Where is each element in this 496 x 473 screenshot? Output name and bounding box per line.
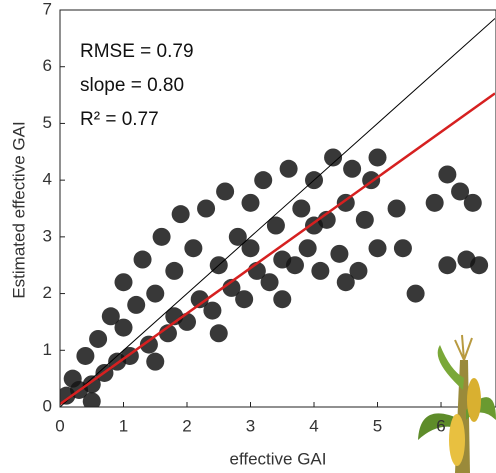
- point: [279, 159, 298, 178]
- point: [184, 239, 203, 258]
- y-tick-label: 5: [43, 113, 52, 132]
- x-tick-label: 1: [119, 416, 128, 435]
- point: [260, 273, 279, 292]
- x-tick-label: 6: [436, 416, 445, 435]
- point: [216, 182, 235, 201]
- x-tick-label: 5: [373, 416, 382, 435]
- y-tick-label: 7: [43, 0, 52, 18]
- point: [101, 307, 120, 326]
- point: [336, 193, 355, 212]
- y-tick-label: 6: [43, 56, 52, 75]
- plot-area: [60, 18, 495, 407]
- point: [285, 256, 304, 275]
- point: [305, 216, 324, 235]
- annotation: slope = 0.80: [80, 75, 184, 96]
- point: [330, 244, 349, 263]
- point: [114, 273, 133, 292]
- y-tick-label: 3: [43, 226, 52, 245]
- point: [139, 335, 158, 354]
- point: [146, 352, 165, 371]
- point: [438, 256, 457, 275]
- fit-line: [60, 92, 495, 406]
- point: [228, 227, 247, 246]
- y-tick-label: 4: [43, 170, 52, 189]
- point: [171, 205, 190, 224]
- point: [197, 199, 216, 218]
- point: [254, 171, 273, 190]
- annotation: RMSE = 0.79: [80, 41, 194, 62]
- axes-frame: [59, 9, 496, 408]
- point: [451, 182, 470, 201]
- point: [165, 261, 184, 280]
- point: [76, 346, 95, 365]
- point: [241, 193, 260, 212]
- point: [463, 193, 482, 212]
- point: [298, 239, 317, 258]
- point: [336, 273, 355, 292]
- point: [470, 256, 489, 275]
- x-tick-label: 3: [246, 416, 255, 435]
- annotation: R² = 0.77: [80, 109, 159, 130]
- point: [292, 199, 311, 218]
- point: [355, 210, 374, 229]
- point: [311, 261, 330, 280]
- point: [343, 159, 362, 178]
- point: [438, 165, 457, 184]
- point: [82, 375, 101, 394]
- point: [349, 261, 368, 280]
- y-tick-label: 0: [43, 396, 52, 415]
- point: [127, 295, 146, 314]
- point: [273, 290, 292, 309]
- point: [203, 301, 222, 320]
- point: [89, 329, 108, 348]
- y-tick-label: 2: [43, 283, 52, 302]
- point: [425, 193, 444, 212]
- point: [368, 239, 387, 258]
- point: [209, 324, 228, 343]
- point: [152, 227, 171, 246]
- x-axis-label: effective GAI: [229, 449, 326, 468]
- fit-line: [60, 18, 495, 407]
- point: [368, 148, 387, 167]
- point: [266, 216, 285, 235]
- point: [133, 250, 152, 269]
- point: [241, 239, 260, 258]
- point: [387, 199, 406, 218]
- point: [393, 239, 412, 258]
- x-tick-label: 4: [309, 416, 318, 435]
- point: [235, 290, 254, 309]
- point: [190, 290, 209, 309]
- y-tick-label: 1: [43, 340, 52, 359]
- point: [82, 392, 101, 407]
- point: [406, 284, 425, 303]
- point: [114, 318, 133, 337]
- point: [146, 284, 165, 303]
- x-tick-label: 0: [55, 416, 64, 435]
- corn-icon: [418, 334, 496, 473]
- point: [324, 148, 343, 167]
- x-tick-label: 2: [182, 416, 191, 435]
- y-axis-label: Estimated effective GAI: [9, 121, 28, 298]
